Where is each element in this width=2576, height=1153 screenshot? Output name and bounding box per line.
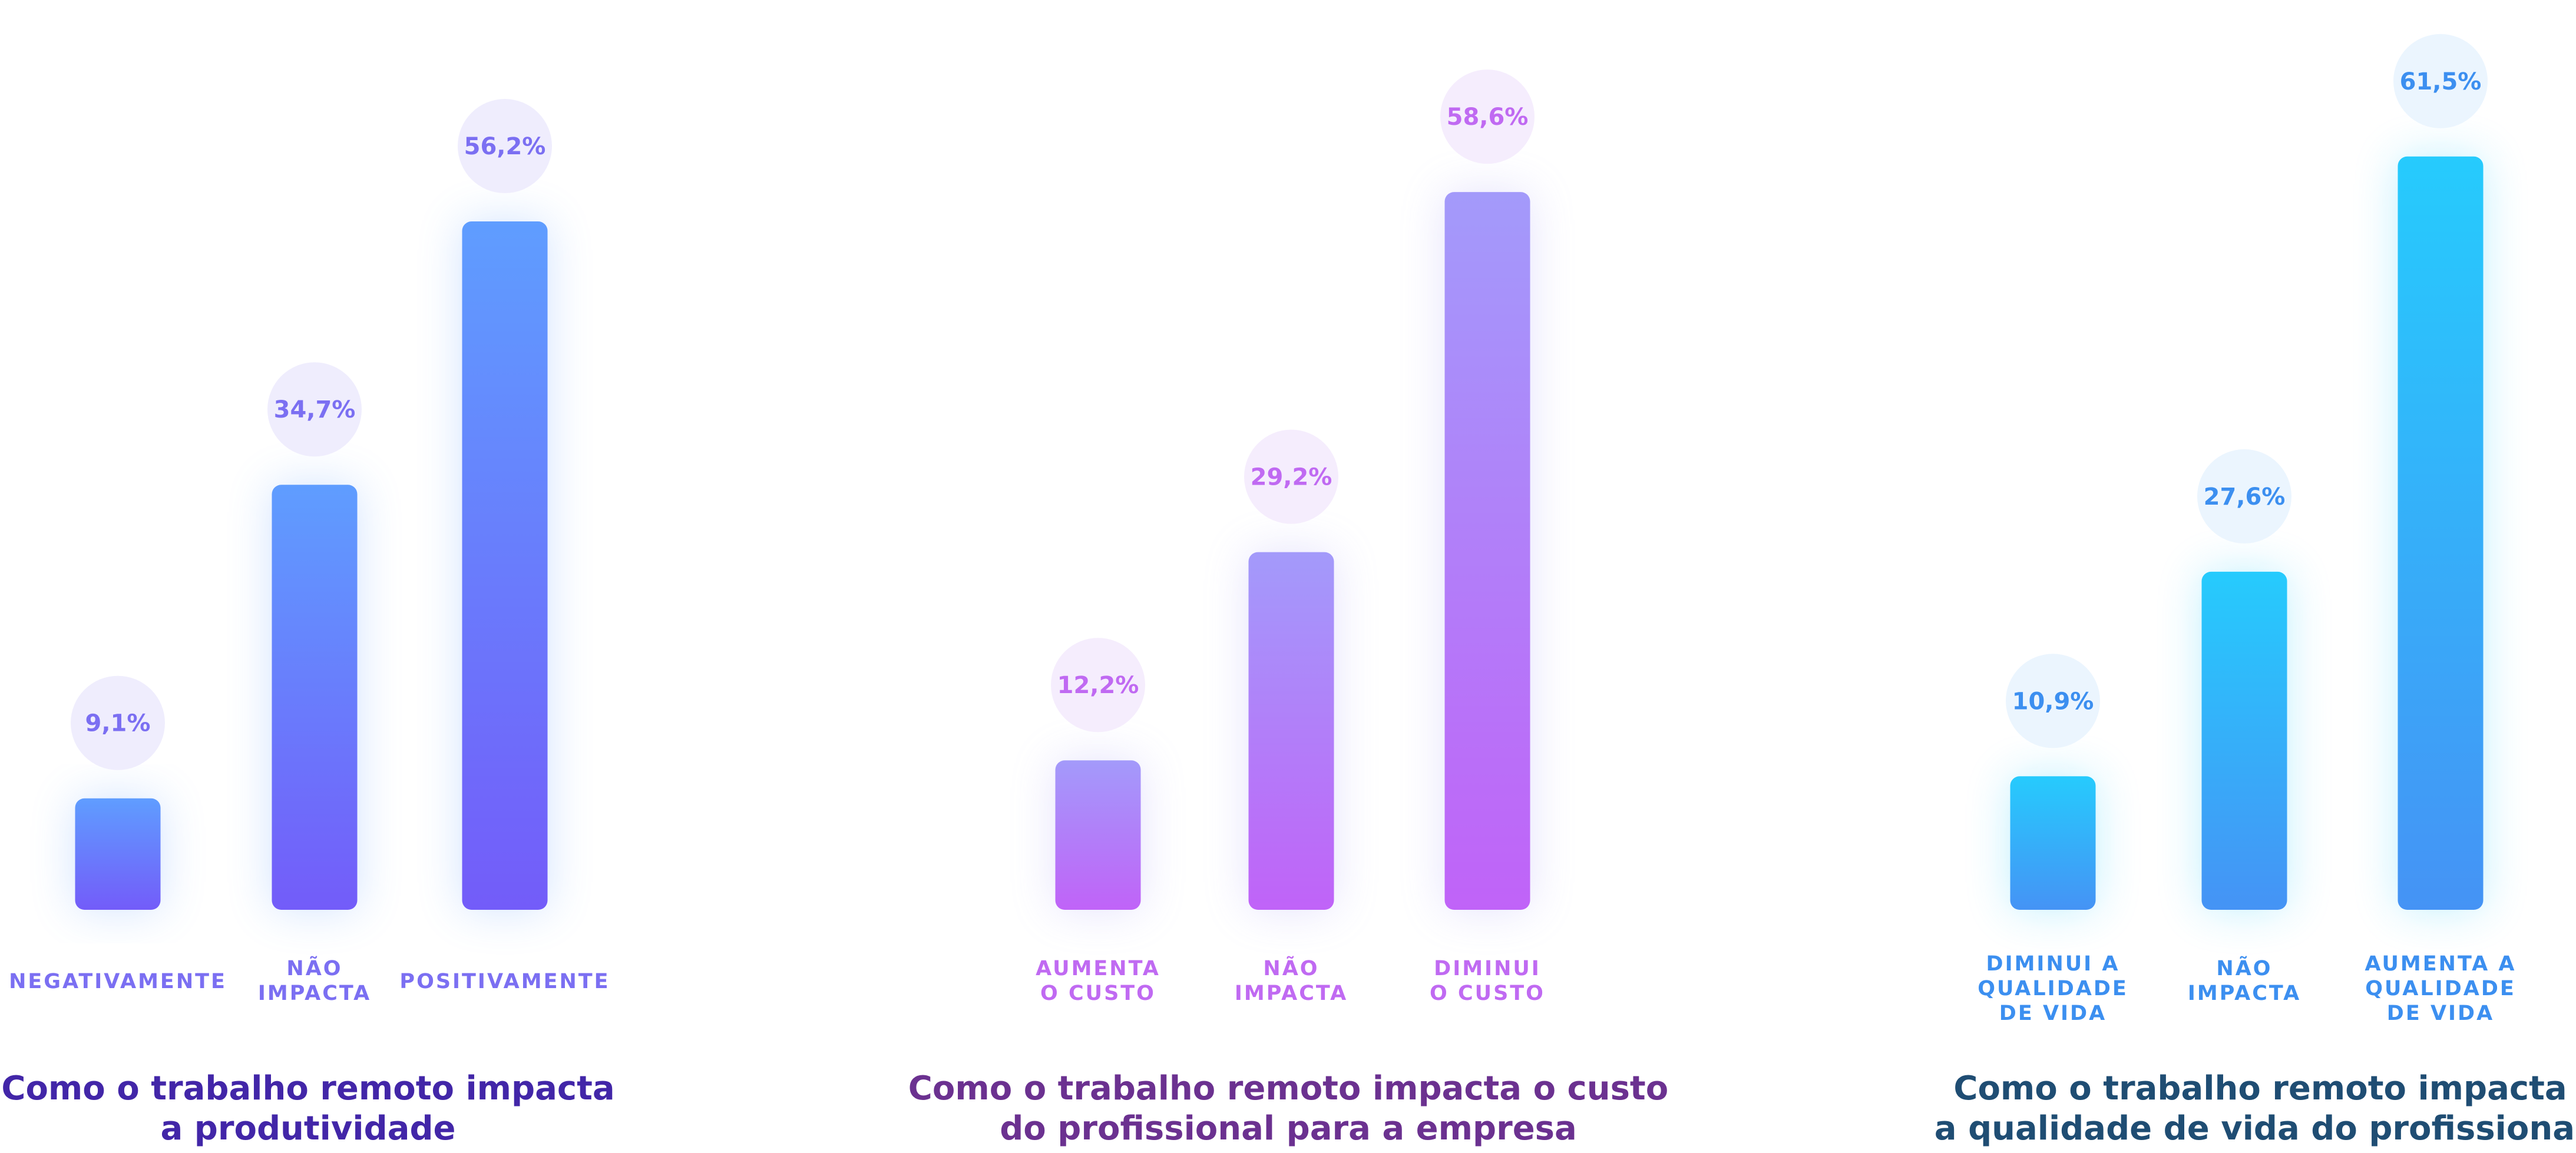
category-label: DIMINUI A QUALIDADE DE VIDA <box>1978 952 2128 1025</box>
category-label: NÃO IMPACTA <box>1235 956 1348 1005</box>
data-label: 27,6% <box>2204 483 2286 511</box>
category-label: NÃO IMPACTA <box>2188 956 2301 1005</box>
value-bubble <box>1244 429 1338 524</box>
data-label: 34,7% <box>274 396 356 423</box>
chart-title-produtividade: Como o trabalho remoto impacta a produti… <box>1 1069 615 1148</box>
value-bubble <box>1051 638 1145 733</box>
chart-custo: 12,2% AUMENTA O CUSTO 29,2% NÃO IMPACTA 58,6% D… <box>1036 69 1545 1005</box>
data-label: 29,2% <box>1251 464 1332 491</box>
bar <box>1248 552 1334 910</box>
chart-title-qualidade-de-vida: Como o trabalho remoto impacta a qualida… <box>1934 1069 2576 1148</box>
bar <box>462 221 548 910</box>
data-label: 58,6% <box>1447 104 1529 131</box>
data-label: 56,2% <box>464 133 546 160</box>
bar <box>2201 571 2287 910</box>
chart-produtividade: 9,1% NEGATIVAMENTE 34,7% NÃO IMPACTA 56,2% POS… <box>9 99 610 1005</box>
chart-title-custo: Como o trabalho remoto impacta o custo d… <box>908 1069 1669 1148</box>
category-label: DIMINUI O CUSTO <box>1430 957 1545 1005</box>
category-label: AUMENTA O CUSTO <box>1036 957 1160 1005</box>
bar <box>1055 760 1141 910</box>
value-bubble <box>71 675 165 770</box>
value-bubble <box>2393 34 2488 128</box>
data-label: 12,2% <box>1057 672 1139 699</box>
bar <box>1444 192 1530 910</box>
value-bubble <box>2006 654 2100 748</box>
bar <box>272 485 358 910</box>
category-label: NÃO IMPACTA <box>258 956 371 1005</box>
category-label: POSITIVAMENTE <box>399 970 610 993</box>
value-bubble <box>1440 69 1535 164</box>
category-label: NEGATIVAMENTE <box>9 970 227 993</box>
data-label: 9,1% <box>85 710 151 737</box>
value-bubble <box>458 99 552 194</box>
category-label: AUMENTA A QUALIDADE DE VIDA <box>2365 952 2517 1025</box>
bar <box>75 798 161 910</box>
value-bubble <box>2197 449 2291 544</box>
bar <box>2010 776 2096 910</box>
data-label: 10,9% <box>2012 688 2094 715</box>
bar <box>2398 156 2484 910</box>
data-label: 61,5% <box>2400 68 2482 95</box>
chart-qualidade-de-vida: 10,9% DIMINUI A QUALIDADE DE VIDA 27,6% NÃO IM… <box>1978 34 2517 1025</box>
value-bubble <box>267 362 362 457</box>
